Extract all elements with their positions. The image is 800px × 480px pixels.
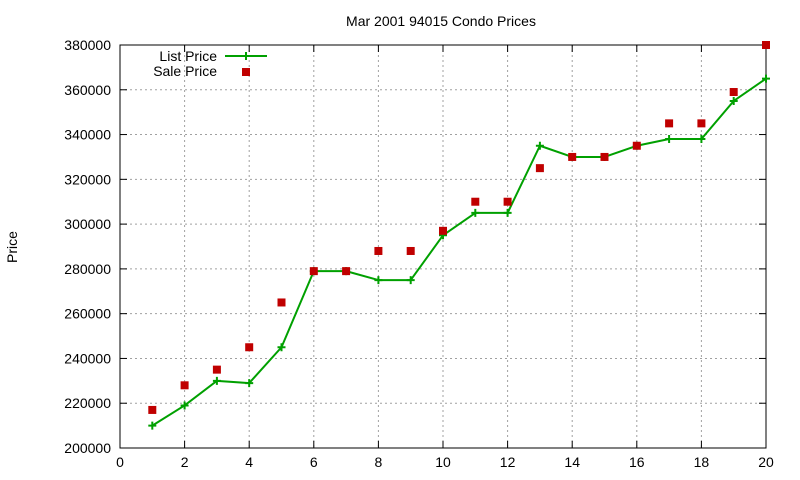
- y-tick-label: 300000: [64, 216, 111, 232]
- data-point-sale-price: [665, 119, 674, 128]
- data-point-sale-price: [471, 197, 480, 206]
- x-tick-label: 4: [245, 454, 253, 470]
- data-point-sale-price: [245, 343, 254, 352]
- y-tick-label: 320000: [64, 171, 111, 187]
- x-tick-label: 16: [629, 454, 645, 470]
- chart-title: Mar 2001 94015 Condo Prices: [346, 13, 536, 29]
- y-tick-label: 340000: [64, 127, 111, 143]
- x-tick-label: 20: [758, 454, 774, 470]
- data-point-list-price: [212, 376, 221, 385]
- x-tick-label: 2: [181, 454, 189, 470]
- axis-ticks: [119, 44, 767, 449]
- y-tick-label: 260000: [64, 306, 111, 322]
- x-tick-label: 0: [116, 454, 124, 470]
- data-point-list-price: [729, 96, 738, 105]
- data-point-sale-price: [406, 246, 415, 255]
- x-tick-label: 14: [564, 454, 580, 470]
- data-point-sale-price: [729, 88, 738, 97]
- data-point-sale-price: [374, 246, 383, 255]
- data-point-sale-price: [277, 298, 286, 307]
- data-point-list-price: [148, 421, 157, 430]
- data-point-list-price: [374, 276, 383, 285]
- x-tick-label: 12: [500, 454, 516, 470]
- x-tick-label: 8: [375, 454, 383, 470]
- data-point-list-price: [665, 135, 674, 144]
- data-point-sale-price: [503, 197, 512, 206]
- y-tick-label: 240000: [64, 350, 111, 366]
- legend: List Price Sale Price: [153, 48, 267, 79]
- legend-marker-list-price: [242, 52, 250, 60]
- y-tick-label: 280000: [64, 261, 111, 277]
- data-point-list-price: [697, 135, 706, 144]
- legend-marker-sale-price: [242, 68, 250, 76]
- data-point-sale-price: [600, 152, 609, 161]
- legend-label-sale-price: Sale Price: [153, 63, 217, 79]
- data-point-sale-price: [568, 152, 577, 161]
- data-point-sale-price: [535, 164, 544, 173]
- data-point-list-price: [277, 343, 286, 352]
- data-point-sale-price: [309, 267, 318, 276]
- y-tick-label: 360000: [64, 82, 111, 98]
- tick-labels: 0 2 4 6 8 10 12 14 16 18 20 200000 220000 240000 26000…: [64, 37, 774, 470]
- y-tick-label: 220000: [64, 395, 111, 411]
- data-point-sale-price: [342, 267, 351, 276]
- data-point-sale-price: [697, 119, 706, 128]
- y-tick-label: 380000: [64, 37, 111, 53]
- data-point-sale-price: [439, 226, 447, 235]
- data-point-sale-price: [148, 405, 157, 414]
- x-tick-label: 10: [435, 454, 451, 470]
- x-tick-label: 6: [310, 454, 318, 470]
- legend-label-list-price: List Price: [159, 48, 217, 64]
- series-layer: [148, 41, 770, 430]
- x-tick-label: 18: [694, 454, 710, 470]
- y-tick-label: 200000: [64, 440, 111, 456]
- data-point-list-price: [535, 141, 544, 150]
- data-point-list-price: [503, 208, 512, 217]
- data-point-sale-price: [180, 381, 189, 390]
- y-axis-label: Price: [4, 231, 20, 263]
- data-point-sale-price: [632, 141, 641, 150]
- data-point-list-price: [245, 379, 254, 388]
- series-line-list-price: [151, 77, 767, 427]
- data-point-list-price: [471, 208, 480, 217]
- data-point-list-price: [180, 401, 189, 410]
- data-point-list-price: [762, 74, 770, 83]
- grid-lines: [120, 45, 766, 448]
- data-point-sale-price: [762, 41, 770, 49]
- data-point-list-price: [406, 276, 415, 285]
- data-point-sale-price: [212, 365, 221, 374]
